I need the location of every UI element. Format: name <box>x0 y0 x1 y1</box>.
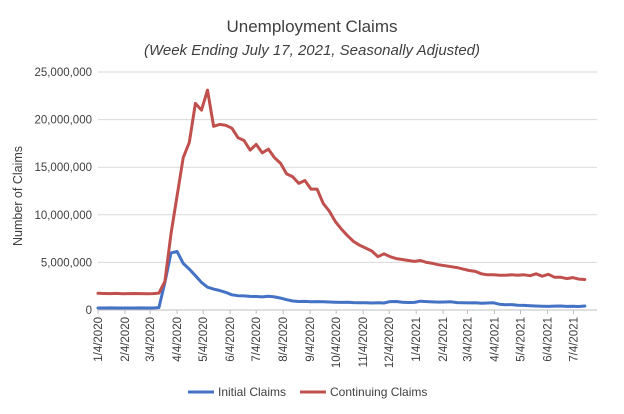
x-tick-label: 1/4/2020 <box>93 317 105 362</box>
y-tick-label: 15,000,000 <box>34 162 92 174</box>
y-tick-label: 5,000,000 <box>41 257 92 269</box>
y-tick-label: 10,000,000 <box>34 210 92 222</box>
x-tick-label: 7/4/2020 <box>251 317 263 362</box>
legend-label: Continuing Claims <box>330 385 427 399</box>
series-line-continuing-claims <box>96 88 587 296</box>
chart-title: Unemployment Claims <box>227 17 398 36</box>
x-axis-ticks: 1/4/2020 2/4/2020 3/4/2020 4/4/2020 5/4/2020… <box>93 310 581 368</box>
x-tick-label: 12/4/2020 <box>384 317 396 368</box>
x-tick-label: 6/4/2020 <box>225 317 237 362</box>
y-tick-label: 25,000,000 <box>34 67 92 79</box>
x-tick-label: 5/4/2021 <box>515 317 527 362</box>
x-tick-label: 1/4/2021 <box>411 317 423 362</box>
x-tick-label: 3/4/2021 <box>462 317 474 362</box>
legend-label: Initial Claims <box>218 385 286 399</box>
x-tick-label: 10/4/2020 <box>331 317 343 368</box>
series-line-initial-claims <box>96 250 587 310</box>
legend: Initial Claims Continuing Claims <box>188 385 427 399</box>
y-tick-label: 20,000,000 <box>34 115 92 127</box>
x-tick-label: 5/4/2020 <box>198 317 210 362</box>
x-tick-label: 11/4/2020 <box>358 317 370 367</box>
plot-area <box>96 88 587 310</box>
x-tick-label: 4/4/2020 <box>172 317 184 362</box>
x-tick-label: 6/4/2021 <box>542 317 554 362</box>
x-tick-label: 4/4/2021 <box>489 317 501 362</box>
x-tick-label: 3/4/2020 <box>145 317 157 362</box>
y-tick-label: 0 <box>86 305 92 317</box>
x-tick-label: 2/4/2021 <box>438 317 450 362</box>
chart-subtitle: (Week Ending July 17, 2021, Seasonally A… <box>144 42 480 59</box>
x-tick-label: 7/4/2021 <box>569 317 581 362</box>
x-tick-label: 9/4/2020 <box>305 317 317 362</box>
y-axis-ticks: 0 5,000,000 10,000,000 15,000,000 20,000,000… <box>34 67 92 317</box>
x-tick-label: 8/4/2020 <box>278 317 290 362</box>
y-axis-label: Number of Claims <box>11 146 25 246</box>
x-tick-label: 2/4/2020 <box>120 317 132 362</box>
